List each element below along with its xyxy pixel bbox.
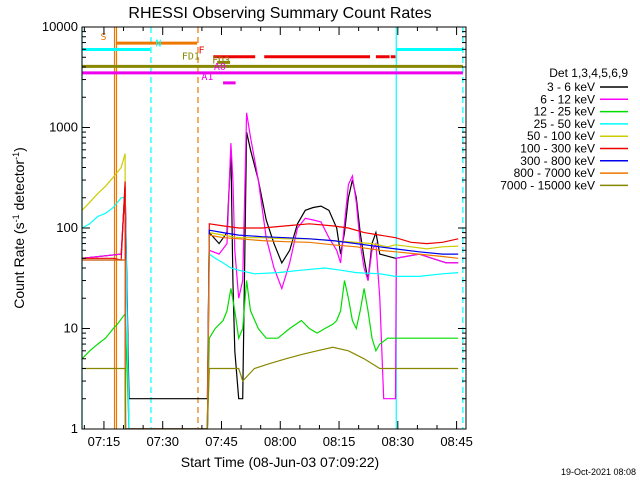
legend-label-4: 50 - 100 keV bbox=[527, 129, 595, 143]
y-tick-label: 10000 bbox=[42, 19, 78, 34]
y-label-sup1: -1 bbox=[11, 214, 21, 222]
y-axis: 1 10 100 1000 10000 bbox=[42, 19, 466, 436]
flag-label-n: N bbox=[155, 39, 161, 50]
x-axis-label: Start Time (08-Jun-03 07:09:22) bbox=[181, 454, 379, 470]
flag-label-a1: A1 bbox=[201, 72, 213, 83]
legend-label-6: 300 - 800 keV bbox=[520, 154, 595, 168]
series-line-6 bbox=[82, 229, 459, 429]
x-tick-label: 07:30 bbox=[146, 434, 179, 449]
y-axis-label: Count Rate (s-1 detector-1) bbox=[11, 147, 27, 309]
y-label-sup2: -1 bbox=[11, 152, 21, 160]
x-tick-label: 07:15 bbox=[88, 434, 121, 449]
y-tick-label: 1 bbox=[71, 421, 78, 436]
series-line-5 bbox=[82, 181, 459, 429]
y-label-end: ) bbox=[11, 147, 27, 152]
flag-label-s: S bbox=[101, 32, 107, 43]
series-line-8 bbox=[82, 346, 459, 429]
legend-label-5: 100 - 300 keV bbox=[520, 142, 595, 156]
series-line-1 bbox=[82, 112, 459, 429]
x-tick-label: 08:15 bbox=[323, 434, 356, 449]
series-line-3 bbox=[82, 197, 459, 429]
x-tick-label: 08:30 bbox=[382, 434, 415, 449]
x-tick-label: 08:00 bbox=[264, 434, 297, 449]
legend-label-0: 3 - 6 keV bbox=[547, 80, 595, 94]
series-line-2 bbox=[82, 280, 459, 429]
series-line-7 bbox=[82, 234, 459, 429]
y-label-main: Count Rate (s bbox=[11, 222, 27, 308]
chart-title: RHESSI Observing Summary Count Rates bbox=[128, 5, 431, 22]
flag-label-fd3: FD3 bbox=[212, 55, 230, 66]
series-line-0 bbox=[82, 131, 459, 400]
legend-label-3: 25 - 50 keV bbox=[534, 117, 595, 131]
flag-label-fd1: FD1 bbox=[182, 51, 200, 62]
y-tick-label: 10 bbox=[64, 321, 78, 336]
legend-title: Det 1,3,4,5,6,9 bbox=[549, 66, 628, 80]
flag-label-f: F bbox=[198, 46, 204, 57]
flag-label-a0: A0 bbox=[214, 62, 226, 73]
series-line-4 bbox=[82, 153, 459, 429]
y-tick-label: 100 bbox=[56, 220, 78, 235]
legend-label-8: 7000 - 15000 keV bbox=[500, 178, 595, 192]
series-group bbox=[82, 112, 459, 429]
legend-label-2: 12 - 25 keV bbox=[534, 105, 595, 119]
x-axis: 07:15 07:30 07:45 08:00 08:15 08:30 08:45 bbox=[83, 27, 473, 449]
legend-label-1: 6 - 12 keV bbox=[540, 92, 595, 106]
timestamp: 19-Oct-2021 08:08 bbox=[561, 467, 636, 477]
x-tick-label: 07:45 bbox=[205, 434, 238, 449]
y-label-mid: detector bbox=[11, 160, 27, 215]
x-tick-label: 08:45 bbox=[440, 434, 473, 449]
legend-label-7: 800 - 7000 keV bbox=[514, 166, 595, 180]
y-tick-label: 1000 bbox=[49, 120, 78, 135]
